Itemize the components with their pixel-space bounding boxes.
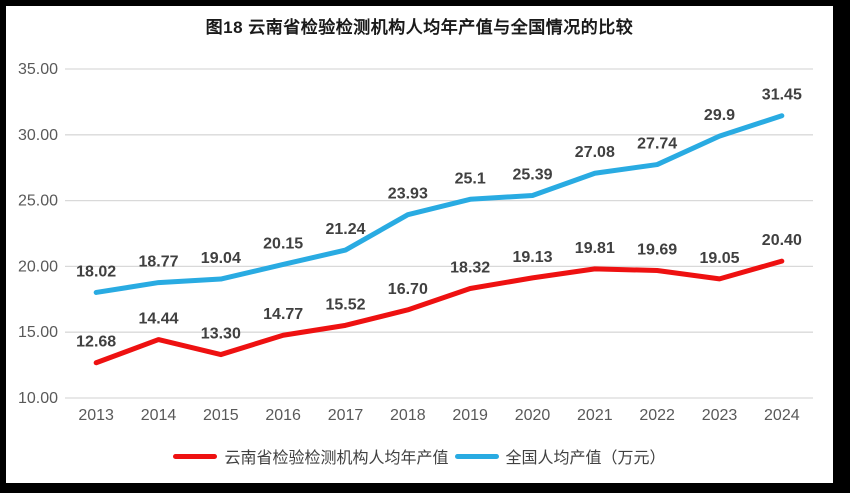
y-tick-label: 10.00: [18, 390, 58, 407]
legend-swatch-yunnan-red-line: [173, 453, 218, 459]
data-label: 27.08: [575, 144, 615, 161]
legend-label-yunnan: 云南省检验检测机构人均年产值: [224, 450, 449, 467]
data-label: 19.05: [699, 250, 739, 267]
data-label: 20.15: [263, 235, 303, 252]
data-label: 19.69: [637, 241, 677, 258]
data-label: 18.77: [138, 254, 178, 271]
data-label: 19.81: [575, 240, 615, 257]
legend-item-yunnan: 云南省检验检测机构人均年产值: [173, 444, 449, 468]
chart-canvas: [6, 6, 833, 483]
data-label: 18.02: [76, 263, 116, 280]
x-tick-label: 2017: [328, 407, 364, 424]
x-tick-label: 2014: [141, 407, 177, 424]
x-tick-label: 2015: [203, 407, 239, 424]
y-tick-label: 25.00: [18, 193, 58, 210]
legend: 云南省检验检测机构人均年产值 全国人均产值（万元）: [6, 444, 833, 468]
data-label: 23.93: [388, 186, 428, 203]
data-label: 15.52: [325, 296, 365, 313]
data-label: 31.45: [762, 87, 802, 104]
y-tick-label: 15.00: [18, 324, 58, 341]
data-label: 14.77: [263, 306, 303, 323]
x-tick-label: 2023: [702, 407, 738, 424]
x-tick-label: 2019: [452, 407, 488, 424]
legend-swatch-national-blue-line: [454, 453, 499, 459]
chart-title: 图18 云南省检验检测机构人均年产值与全国情况的比较: [205, 18, 634, 37]
data-label: 21.24: [325, 221, 365, 238]
data-label: 25.39: [512, 166, 552, 183]
series-line-1: [93, 113, 785, 295]
legend-item-national: 全国人均产值（万元）: [454, 444, 666, 468]
x-tick-label: 2020: [515, 407, 551, 424]
x-tick-label: 2024: [764, 407, 800, 424]
y-tick-label: 35.00: [18, 61, 58, 78]
legend-label-national: 全国人均产值（万元）: [505, 450, 666, 467]
x-tick-label: 2021: [577, 407, 613, 424]
data-label: 25.1: [455, 170, 486, 187]
y-tick-label: 20.00: [18, 258, 58, 275]
data-label: 19.04: [201, 250, 241, 267]
data-label: 16.70: [388, 281, 428, 298]
data-label: 19.13: [512, 249, 552, 266]
data-label: 18.32: [450, 260, 490, 277]
data-label: 12.68: [76, 334, 116, 351]
y-tick-label: 30.00: [18, 127, 58, 144]
data-label: 14.44: [138, 311, 178, 328]
x-tick-label: 2022: [639, 407, 675, 424]
data-label: 13.30: [201, 326, 241, 343]
x-tick-label: 2018: [390, 407, 426, 424]
data-label: 20.40: [762, 232, 802, 249]
x-tick-label: 2016: [265, 407, 301, 424]
data-label: 27.74: [637, 136, 677, 153]
x-tick-label: 2013: [78, 407, 114, 424]
series-line-0: [93, 258, 785, 366]
data-label: 29.9: [704, 107, 735, 124]
